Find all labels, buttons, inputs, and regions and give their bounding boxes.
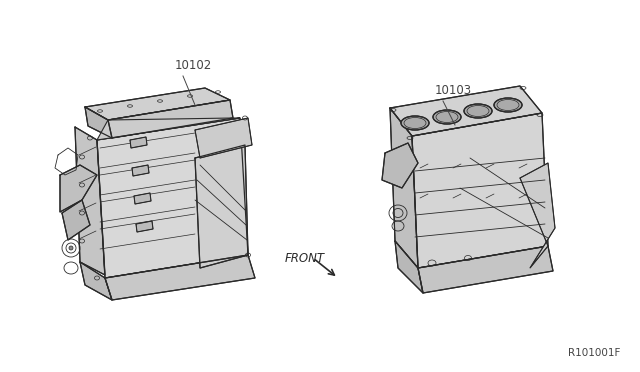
- Polygon shape: [105, 255, 255, 300]
- Ellipse shape: [433, 110, 461, 124]
- Polygon shape: [418, 246, 553, 293]
- Polygon shape: [136, 221, 153, 232]
- Polygon shape: [390, 108, 418, 268]
- Polygon shape: [395, 241, 423, 293]
- Polygon shape: [85, 107, 112, 138]
- Text: 10103: 10103: [435, 84, 472, 97]
- Polygon shape: [60, 165, 97, 212]
- Polygon shape: [134, 193, 151, 204]
- Text: FRONT: FRONT: [285, 251, 325, 264]
- Polygon shape: [132, 165, 149, 176]
- Polygon shape: [75, 127, 105, 275]
- Ellipse shape: [401, 116, 429, 130]
- Text: R101001F: R101001F: [568, 348, 620, 358]
- Polygon shape: [97, 118, 248, 278]
- Polygon shape: [80, 262, 112, 300]
- Polygon shape: [108, 100, 233, 138]
- Ellipse shape: [464, 104, 492, 118]
- Ellipse shape: [69, 246, 73, 250]
- Polygon shape: [382, 143, 418, 188]
- Polygon shape: [520, 163, 555, 268]
- Polygon shape: [62, 200, 90, 240]
- Polygon shape: [195, 118, 252, 158]
- Polygon shape: [195, 145, 248, 268]
- Polygon shape: [85, 88, 230, 120]
- Polygon shape: [390, 86, 542, 136]
- Polygon shape: [412, 113, 548, 268]
- Polygon shape: [97, 118, 240, 140]
- Polygon shape: [130, 137, 147, 148]
- Text: 10102: 10102: [175, 59, 212, 72]
- Ellipse shape: [494, 98, 522, 112]
